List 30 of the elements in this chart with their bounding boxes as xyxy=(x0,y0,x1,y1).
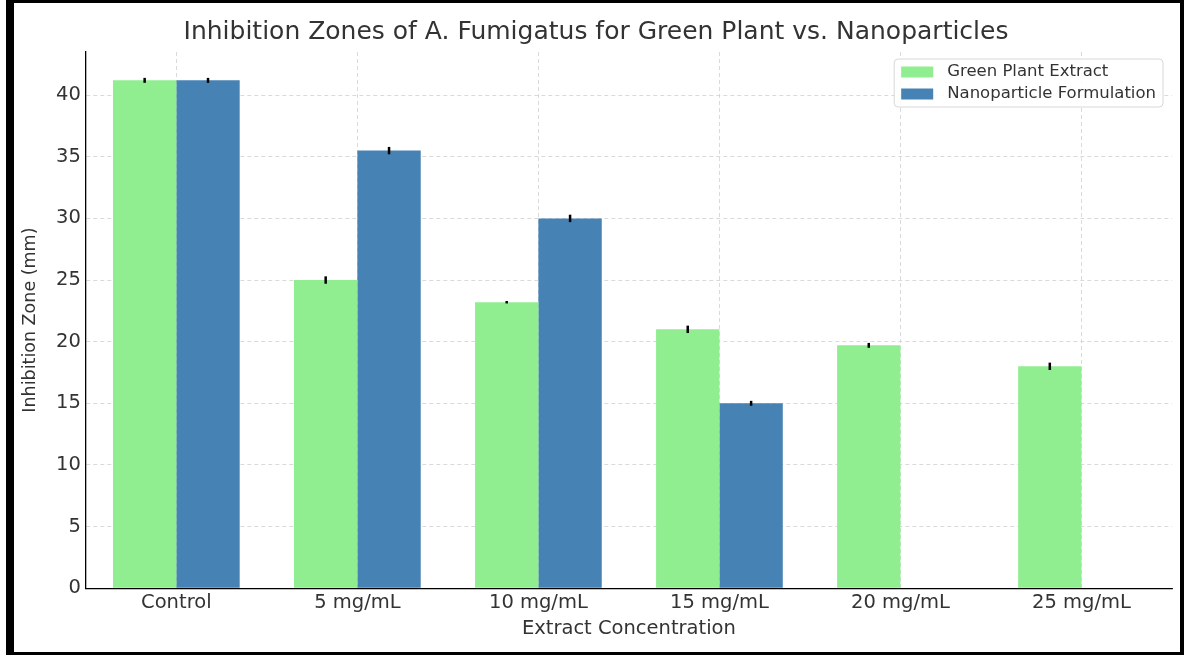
y-tick-label: 5 xyxy=(68,513,81,537)
x-tick-label: 5 mg/mL xyxy=(314,589,401,613)
x-tick-label: 25 mg/mL xyxy=(1032,589,1132,613)
chart-title: Inhibition Zones of A. Fumigatus for Green Plant vs. Nanoparticles xyxy=(183,15,1009,45)
x-axis-title: Extract Concentration xyxy=(521,616,736,640)
x-tick-label: Control xyxy=(141,589,212,613)
y-tick-label: 10 xyxy=(55,452,81,475)
bar xyxy=(538,218,602,588)
bar xyxy=(656,329,720,588)
y-tick-label: 30 xyxy=(55,205,81,229)
bar xyxy=(357,150,421,588)
bar xyxy=(176,80,240,588)
y-tick-label: 0 xyxy=(68,575,81,599)
x-tick-label: 15 mg/mL xyxy=(670,589,769,613)
x-tick-label: 20 mg/mL xyxy=(851,589,950,613)
bar xyxy=(1018,366,1082,588)
bar xyxy=(837,345,901,588)
y-tick-label: 15 xyxy=(55,390,81,414)
y-tick-label: 35 xyxy=(55,143,81,167)
bar xyxy=(112,80,177,588)
legend-label: Green Plant Extract xyxy=(947,61,1109,81)
y-tick-label: 40 xyxy=(55,82,81,106)
y-tick-label: 25 xyxy=(55,267,81,291)
legend-label: Nanoparticle Formulation xyxy=(947,83,1157,103)
x-tick-label: 10 mg/mL xyxy=(488,589,588,613)
y-tick-label: 20 xyxy=(55,328,81,352)
bar xyxy=(294,280,358,588)
bar xyxy=(475,302,539,588)
bar xyxy=(719,403,783,588)
y-axis-title: Inhibition Zone (mm) xyxy=(19,227,40,413)
